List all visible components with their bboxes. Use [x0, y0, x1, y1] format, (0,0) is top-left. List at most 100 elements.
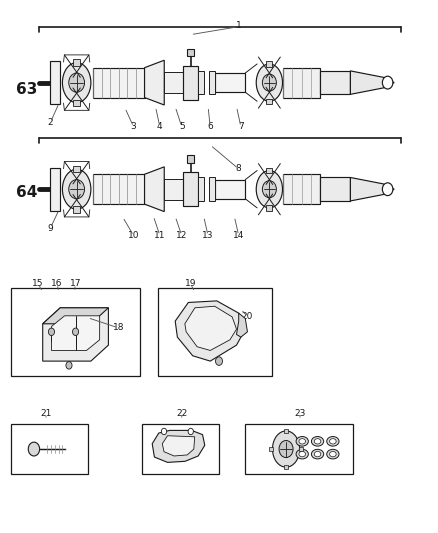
Circle shape	[382, 76, 393, 89]
Text: 22: 22	[176, 409, 187, 417]
Bar	[266, 61, 272, 67]
Ellipse shape	[256, 64, 283, 101]
Polygon shape	[51, 316, 99, 351]
Text: 10: 10	[128, 231, 139, 240]
Bar	[283, 68, 320, 98]
Circle shape	[69, 180, 85, 199]
Text: 8: 8	[236, 165, 242, 173]
Ellipse shape	[327, 437, 339, 446]
Bar	[266, 168, 272, 173]
Text: 23: 23	[294, 409, 306, 417]
Bar	[164, 179, 183, 200]
Bar	[215, 180, 245, 199]
Polygon shape	[145, 60, 164, 105]
Ellipse shape	[329, 439, 336, 444]
Ellipse shape	[329, 451, 336, 457]
Bar	[50, 168, 60, 211]
Text: 5: 5	[179, 123, 185, 131]
Ellipse shape	[299, 451, 306, 457]
Bar	[187, 49, 194, 56]
Ellipse shape	[62, 63, 91, 102]
Text: 2: 2	[48, 118, 53, 126]
Circle shape	[69, 73, 85, 92]
Bar	[158, 288, 272, 376]
Ellipse shape	[311, 437, 324, 446]
Bar	[266, 205, 272, 211]
Circle shape	[215, 357, 223, 366]
Bar	[215, 73, 245, 92]
Bar	[209, 177, 215, 201]
Polygon shape	[162, 436, 194, 456]
Polygon shape	[350, 71, 394, 94]
Circle shape	[66, 361, 72, 369]
Ellipse shape	[327, 449, 339, 459]
Bar	[164, 72, 183, 93]
Text: 7: 7	[238, 123, 244, 131]
Text: 15: 15	[32, 279, 44, 288]
Text: 3: 3	[131, 123, 137, 131]
Ellipse shape	[299, 439, 306, 444]
Text: 16: 16	[51, 279, 63, 288]
Text: 11: 11	[154, 231, 166, 240]
Bar	[284, 429, 288, 433]
Circle shape	[72, 328, 78, 336]
Text: 1: 1	[236, 21, 242, 30]
Bar	[50, 61, 60, 104]
Ellipse shape	[272, 431, 300, 467]
Bar	[73, 100, 80, 106]
Polygon shape	[237, 313, 247, 337]
Text: 63: 63	[16, 82, 37, 96]
Bar	[320, 71, 350, 94]
Circle shape	[262, 181, 276, 198]
Bar	[299, 447, 303, 451]
Bar	[187, 155, 194, 163]
Bar	[269, 447, 273, 451]
Polygon shape	[185, 306, 237, 351]
Circle shape	[188, 429, 194, 435]
Text: 14: 14	[233, 231, 244, 240]
Circle shape	[382, 183, 393, 196]
Text: 12: 12	[176, 231, 187, 240]
Text: 17: 17	[70, 279, 81, 288]
Text: 6: 6	[207, 123, 213, 131]
Circle shape	[279, 440, 293, 457]
Ellipse shape	[314, 439, 321, 444]
Circle shape	[162, 429, 166, 435]
Text: 19: 19	[185, 279, 196, 288]
Text: 9: 9	[47, 224, 53, 232]
Circle shape	[262, 74, 276, 91]
Polygon shape	[152, 431, 205, 462]
Bar	[266, 99, 272, 104]
Bar	[73, 166, 80, 172]
Polygon shape	[42, 308, 109, 361]
Bar	[93, 68, 145, 98]
Polygon shape	[145, 167, 164, 212]
Ellipse shape	[296, 437, 308, 446]
Ellipse shape	[314, 451, 321, 457]
Bar	[142, 424, 219, 474]
Bar	[320, 177, 350, 201]
Bar	[284, 465, 288, 470]
Ellipse shape	[296, 449, 308, 459]
Ellipse shape	[62, 169, 91, 209]
Bar	[11, 288, 140, 376]
Bar	[198, 177, 204, 201]
Polygon shape	[175, 301, 245, 361]
Text: 20: 20	[242, 312, 253, 321]
Bar	[73, 59, 80, 66]
Bar	[11, 424, 88, 474]
Bar	[283, 174, 320, 204]
Bar	[73, 206, 80, 213]
Bar	[93, 174, 145, 204]
Bar	[183, 172, 198, 206]
Ellipse shape	[311, 449, 324, 459]
Text: 64: 64	[16, 185, 37, 200]
Polygon shape	[42, 308, 109, 324]
Circle shape	[48, 328, 54, 336]
Text: 21: 21	[40, 409, 52, 417]
Bar	[209, 71, 215, 94]
Text: 13: 13	[202, 231, 214, 240]
Bar	[198, 71, 204, 94]
Bar	[245, 424, 353, 474]
Circle shape	[28, 442, 39, 456]
